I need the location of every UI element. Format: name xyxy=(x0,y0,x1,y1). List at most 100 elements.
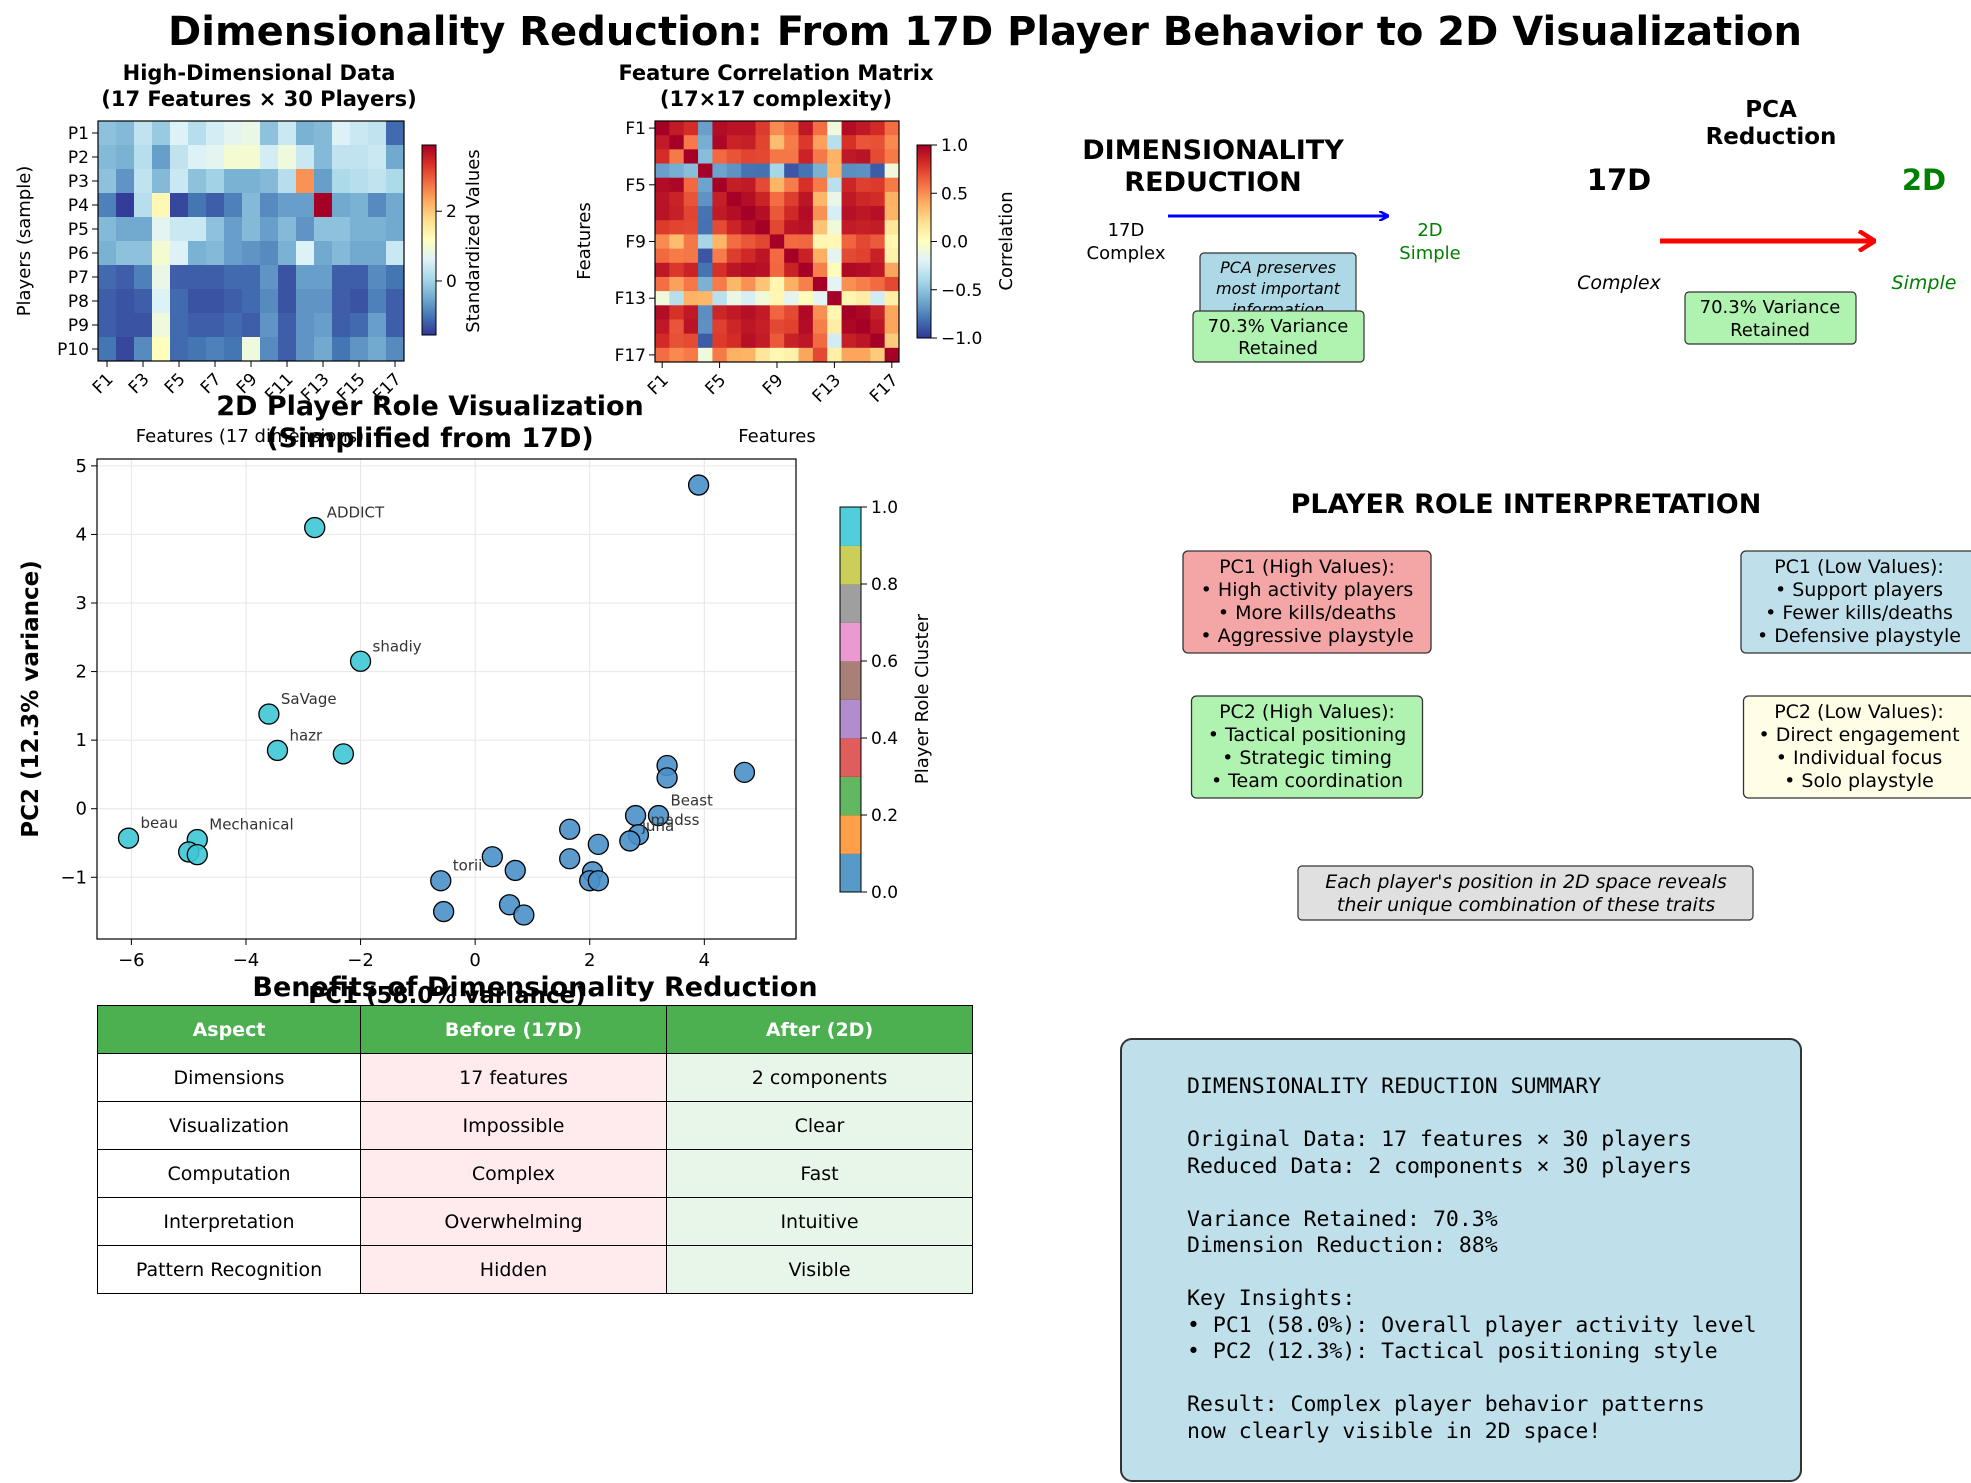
heatmap-cell xyxy=(386,265,405,290)
heatmap-cell xyxy=(98,169,117,194)
heatmap-cell xyxy=(206,217,225,242)
role-box: PC1 (High Values):• High activity player… xyxy=(1182,550,1432,654)
heatmap-cell xyxy=(188,193,207,218)
flow-note-line1: PCA preserves xyxy=(1220,258,1336,277)
heatmap-cell xyxy=(812,163,828,179)
scatter-colorbar xyxy=(840,507,861,893)
heatmap-cell xyxy=(855,206,871,221)
heatmap-cell xyxy=(741,177,756,193)
tick-label: 0.4 xyxy=(871,729,898,749)
roles-footer-box xyxy=(1297,865,1754,921)
heatmap-cell xyxy=(870,319,886,335)
roles-footer-line2: their unique combination of these traits xyxy=(1337,894,1715,916)
data-point xyxy=(687,474,710,496)
heatmap-cell xyxy=(726,291,742,306)
heatmap1-y-ticks: P1 P2 P3 P4 P5 P6 P7 P8 P9 P10 xyxy=(57,124,98,360)
table-cell: Hidden xyxy=(360,1245,667,1294)
heatmap-cell xyxy=(242,169,261,194)
heatmap-cell xyxy=(188,217,207,242)
heatmap-cell xyxy=(655,333,670,349)
heatmap-cell xyxy=(683,177,699,193)
heatmap-cell xyxy=(314,241,333,266)
heatmap-cell xyxy=(884,135,900,150)
heatmap-cell xyxy=(841,248,857,264)
heatmap-cell xyxy=(784,191,800,207)
heatmap-cell xyxy=(741,121,756,136)
heatmap-cell xyxy=(741,234,756,250)
heatmap-cell xyxy=(812,319,828,335)
heatmap-cell xyxy=(870,262,886,278)
heatmap-cell xyxy=(206,337,225,362)
colorbar-segment xyxy=(840,815,861,854)
heatmap-cell xyxy=(812,206,828,221)
heatmap-cell xyxy=(188,145,207,170)
heatmap-cell xyxy=(755,191,771,207)
heatmap-cell xyxy=(870,234,886,250)
role-box-line: • Fewer kills/deaths xyxy=(1765,602,1953,624)
heatmap-cell xyxy=(870,135,886,150)
heatmap-cell xyxy=(669,220,685,235)
heatmap-cell xyxy=(841,121,857,136)
heatmap-cell xyxy=(884,248,900,264)
heatmap-cell xyxy=(134,337,153,362)
heatmap-cell xyxy=(798,206,814,221)
heatmap-cell xyxy=(655,347,670,363)
heatmap-cell xyxy=(855,291,871,306)
data-point xyxy=(647,804,670,827)
heatmap-cell xyxy=(812,234,828,250)
heatmap-cell xyxy=(134,289,153,314)
heatmap-cell xyxy=(278,145,297,170)
heatmap-cell xyxy=(260,169,279,194)
heatmap-cell xyxy=(726,347,742,363)
heatmap-cell xyxy=(712,191,728,207)
heatmap-cell xyxy=(712,121,728,136)
heatmap-cell xyxy=(386,121,405,146)
heatmap-cell xyxy=(683,291,699,306)
heatmap-cell xyxy=(870,206,886,221)
heatmap-cell xyxy=(698,305,713,320)
heatmap-cell xyxy=(698,333,713,349)
heatmap-cell xyxy=(116,121,135,146)
tick-label: F13 xyxy=(615,289,646,309)
heatmap-cell xyxy=(812,333,828,349)
heatmap-cell xyxy=(188,337,207,362)
heatmap-cell xyxy=(332,313,351,338)
benefits-header-aspect: Aspect xyxy=(97,1005,361,1054)
heatmap-cell xyxy=(712,262,728,278)
point-label: juna xyxy=(641,817,674,835)
heatmap-cell xyxy=(855,262,871,278)
heatmap-cell xyxy=(332,265,351,290)
pca-from-sub: Complex xyxy=(1577,272,1661,294)
heatmap-cell xyxy=(170,145,189,170)
heatmap-cell xyxy=(206,193,225,218)
heatmap-cell xyxy=(260,313,279,338)
table-cell: 17 features xyxy=(360,1053,667,1102)
heatmap-cell xyxy=(798,319,814,335)
heatmap-cell xyxy=(755,347,771,363)
heatmap-cell xyxy=(784,177,800,193)
heatmap-cell xyxy=(798,262,814,278)
heatmap-cell xyxy=(884,206,900,221)
heatmap-cell xyxy=(855,121,871,136)
heatmap-cell xyxy=(278,217,297,242)
data-point xyxy=(504,859,526,882)
heatmap-cell xyxy=(278,313,297,338)
colorbar-segment xyxy=(840,584,861,623)
table-cell: Computation xyxy=(97,1149,361,1198)
scatter-plot: 2D Player Role Visualization (Simplified … xyxy=(18,391,933,1009)
heatmap-cell xyxy=(755,177,771,193)
tick-label: 0.0 xyxy=(871,883,898,903)
heatmap-cell xyxy=(224,265,243,290)
data-point xyxy=(117,827,140,849)
heatmap-cell xyxy=(755,149,771,165)
heatmap-cell xyxy=(812,149,828,165)
heatmap-cell xyxy=(769,191,785,207)
heatmap-cell xyxy=(683,191,699,207)
heatmap-cell xyxy=(726,305,742,320)
heatmap-cell xyxy=(170,193,189,218)
heatmap-cell xyxy=(784,220,800,235)
heatmap-cell xyxy=(755,206,771,221)
heatmap-cell xyxy=(655,234,670,250)
heatmap-cell xyxy=(224,193,243,218)
heatmap-cell xyxy=(726,248,742,264)
